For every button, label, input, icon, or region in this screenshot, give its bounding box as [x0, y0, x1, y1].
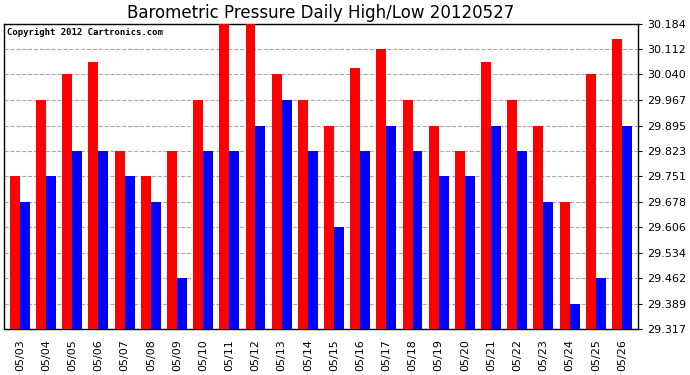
Bar: [36, 100, 46, 329]
Bar: [465, 176, 475, 329]
Bar: [282, 100, 292, 329]
Bar: [413, 151, 422, 329]
Bar: [334, 227, 344, 329]
Bar: [491, 126, 501, 329]
Bar: [439, 176, 449, 329]
Bar: [533, 126, 544, 329]
Title: Barometric Pressure Daily High/Low 20120527: Barometric Pressure Daily High/Low 20120…: [127, 4, 515, 22]
Bar: [351, 69, 360, 329]
Bar: [386, 126, 396, 329]
Bar: [99, 151, 108, 329]
Bar: [229, 151, 239, 329]
Bar: [595, 278, 606, 329]
Bar: [246, 24, 255, 329]
Bar: [402, 100, 413, 329]
Bar: [20, 202, 30, 329]
Bar: [428, 126, 439, 329]
Bar: [193, 100, 203, 329]
Bar: [10, 176, 20, 329]
Bar: [570, 304, 580, 329]
Bar: [360, 151, 370, 329]
Bar: [544, 202, 553, 329]
Bar: [308, 151, 318, 329]
Bar: [150, 202, 161, 329]
Bar: [481, 62, 491, 329]
Bar: [141, 176, 150, 329]
Bar: [298, 100, 308, 329]
Bar: [203, 151, 213, 329]
Bar: [622, 126, 632, 329]
Bar: [72, 151, 82, 329]
Bar: [507, 100, 518, 329]
Bar: [586, 75, 595, 329]
Bar: [46, 176, 56, 329]
Bar: [88, 62, 99, 329]
Bar: [167, 151, 177, 329]
Bar: [272, 75, 282, 329]
Bar: [219, 24, 229, 329]
Bar: [560, 202, 570, 329]
Bar: [62, 75, 72, 329]
Bar: [518, 151, 527, 329]
Bar: [455, 151, 465, 329]
Bar: [324, 126, 334, 329]
Bar: [177, 278, 187, 329]
Text: Copyright 2012 Cartronics.com: Copyright 2012 Cartronics.com: [8, 28, 164, 37]
Bar: [115, 151, 125, 329]
Bar: [612, 39, 622, 329]
Bar: [255, 126, 266, 329]
Bar: [377, 49, 386, 329]
Bar: [125, 176, 135, 329]
